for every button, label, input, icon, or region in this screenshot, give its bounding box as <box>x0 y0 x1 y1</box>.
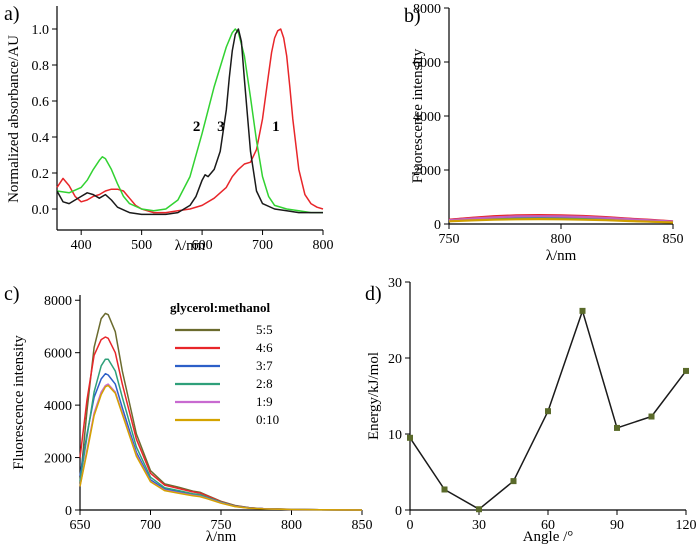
x-tick-label: 90 <box>610 518 624 533</box>
x-tick-label: 400 <box>71 238 92 253</box>
curve-annotation-2: 2 <box>193 119 201 135</box>
x-tick-label: 650 <box>70 518 91 533</box>
data-point-marker <box>407 434 413 441</box>
x-tick-label: 500 <box>131 238 152 253</box>
legend-entry-label: 5:5 <box>256 322 273 337</box>
panel-c: c) 650 700 750 800 850 0 2000 4000 6000 8000 λ/nm Fl… <box>4 283 373 545</box>
y-tick-label: 6000 <box>44 347 72 362</box>
x-tick-label: 800 <box>313 238 334 253</box>
x-tick-label: 750 <box>439 232 460 247</box>
x-axis-label: λ/nm <box>206 529 237 545</box>
data-point-marker <box>510 478 517 485</box>
panel-a: a) 400 500 600 700 800 0.0 0.2 0.4 0.6 0.8 1.0 λ/nm N… <box>4 3 334 254</box>
x-tick-label: 800 <box>281 518 302 533</box>
panel-label: c) <box>4 283 20 305</box>
series-line-3-7 <box>79 372 363 511</box>
series-line-s6 <box>448 218 674 224</box>
legend-entry-label: 0:10 <box>256 412 279 427</box>
y-axis-label: Fluorescence intensity <box>11 335 27 470</box>
x-tick-label: 850 <box>663 232 684 247</box>
panel-label: b) <box>404 5 421 27</box>
y-tick-label: 6000 <box>413 56 441 71</box>
panel-b: b) 750 800 850 0 2000 4000 6000 8000 λ/nm Fluoresc… <box>404 2 684 264</box>
x-tick-label: 700 <box>140 518 161 533</box>
legend-entry-label: 2:8 <box>256 376 273 391</box>
y-tick-label: 1.0 <box>32 23 50 38</box>
panel-label: d) <box>365 283 382 305</box>
series-line-2 <box>56 28 323 214</box>
data-point-marker <box>683 367 689 374</box>
y-tick-label: 4000 <box>44 399 72 414</box>
y-axis-label: Normalized absorbance/AU <box>6 35 22 203</box>
data-point-marker <box>614 424 620 431</box>
legend-entry-label: 3:7 <box>256 358 273 373</box>
y-tick-label: 4000 <box>413 110 441 125</box>
y-tick-label: 0 <box>434 218 441 233</box>
y-tick-label: 0.6 <box>32 95 50 110</box>
x-tick-label: 120 <box>676 518 697 533</box>
series-line-1-9 <box>79 383 363 511</box>
y-tick-label: 8000 <box>413 2 441 17</box>
y-tick-label: 10 <box>388 428 402 443</box>
y-tick-label: 2000 <box>44 452 72 467</box>
y-tick-label: 2000 <box>413 164 441 179</box>
x-tick-label: 750 <box>211 518 232 533</box>
y-axis-label: Fluorescence intensity <box>410 48 426 183</box>
series-line-0-10 <box>79 384 363 511</box>
legend-entry-label: 1:9 <box>256 394 273 409</box>
data-point-marker <box>579 307 586 314</box>
panel-label: a) <box>4 3 20 25</box>
data-point-marker <box>476 506 482 513</box>
x-tick-label: 0 <box>407 518 414 533</box>
legend-title: glycerol:methanol <box>170 300 271 315</box>
y-tick-label: 30 <box>388 276 402 291</box>
data-point-marker <box>441 486 448 493</box>
x-tick-label: 850 <box>352 518 373 533</box>
y-tick-label: 0.0 <box>32 203 50 218</box>
series-line-s5 <box>448 215 674 223</box>
x-tick-label: 700 <box>252 238 273 253</box>
series-line-1 <box>56 28 324 214</box>
legend-entry-label: 4:6 <box>256 340 273 355</box>
x-tick-label: 800 <box>551 232 572 247</box>
x-axis-label: λ/nm <box>175 238 206 254</box>
y-axis-label: Energy/kJ/mol <box>366 352 382 440</box>
x-axis-label: λ/nm <box>546 248 577 264</box>
y-tick-label: 0 <box>395 504 402 519</box>
y-tick-label: 0.4 <box>32 131 50 146</box>
panel-d: d) 0 30 60 90 120 0 10 20 30 Angle /° Energy/kJ/mol <box>365 276 697 545</box>
x-tick-label: 30 <box>472 518 486 533</box>
y-tick-label: 0 <box>65 504 72 519</box>
x-tick-label: 600 <box>192 238 213 253</box>
y-tick-label: 8000 <box>44 294 72 309</box>
series-line-3 <box>56 28 323 216</box>
y-tick-label: 0.2 <box>32 167 50 182</box>
data-point-marker <box>545 408 551 415</box>
data-point-marker <box>648 413 655 420</box>
curve-annotation-3: 3 <box>217 119 225 135</box>
y-tick-label: 0.8 <box>32 59 50 74</box>
x-tick-label: 60 <box>541 518 555 533</box>
x-axis-label: Angle /° <box>523 529 574 545</box>
y-tick-label: 20 <box>388 352 402 367</box>
curve-annotation-1: 1 <box>272 119 280 135</box>
series-line-4-6 <box>79 336 363 511</box>
